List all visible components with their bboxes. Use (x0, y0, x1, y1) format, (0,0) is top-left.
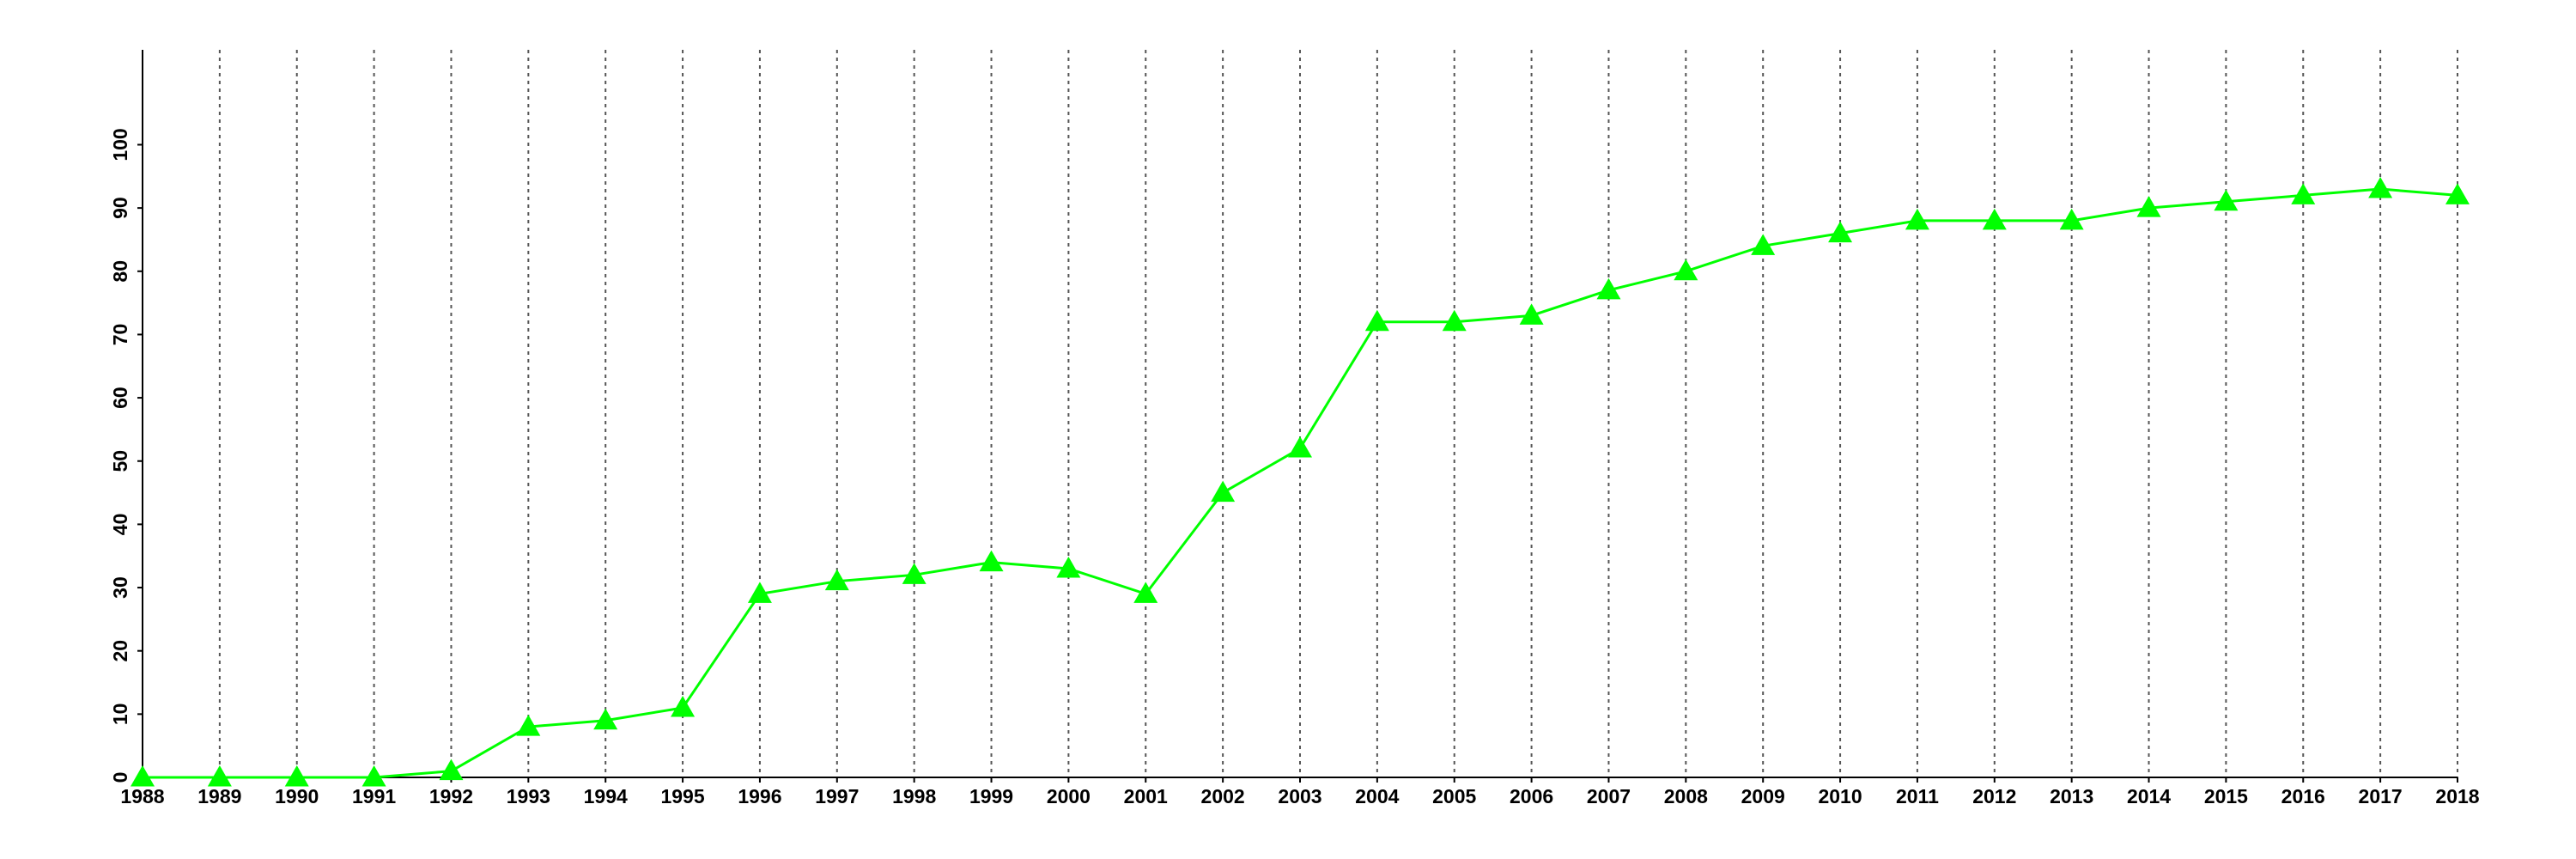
x-tick-label: 2011 (1896, 785, 1939, 807)
x-tick-label: 1993 (507, 785, 550, 807)
marker (747, 582, 772, 603)
marker (593, 708, 618, 730)
x-tick-label: 2010 (1818, 785, 1862, 807)
x-tick-label: 2005 (1432, 785, 1476, 807)
marker (516, 715, 541, 736)
x-tick-label: 2003 (1278, 785, 1321, 807)
x-tick-label: 1995 (660, 785, 704, 807)
marker (979, 550, 1004, 572)
x-tick-label: 2007 (1587, 785, 1631, 807)
y-tick-label: 60 (109, 387, 131, 409)
marker (207, 765, 232, 787)
x-tick-label: 2014 (2127, 785, 2171, 807)
x-tick-label: 1994 (584, 785, 628, 807)
marker (439, 758, 464, 781)
x-tick-label: 2009 (1741, 785, 1785, 807)
x-tick-label: 2008 (1664, 785, 1708, 807)
marker (2136, 196, 2161, 217)
x-tick-label: 1999 (969, 785, 1013, 807)
marker (1211, 480, 1236, 503)
x-tick-label: 1990 (275, 785, 319, 807)
marker (2214, 189, 2239, 211)
marker (1442, 309, 1467, 332)
x-tick-label: 2018 (2435, 785, 2479, 807)
x-tick-label: 2016 (2281, 785, 2325, 807)
marker (1133, 582, 1158, 603)
marker (1982, 208, 2007, 230)
marker (2445, 183, 2470, 204)
marker (1056, 556, 1081, 578)
marker (824, 569, 849, 591)
x-tick-label: 2002 (1201, 785, 1245, 807)
y-tick-label: 70 (109, 324, 131, 346)
x-tick-label: 2006 (1510, 785, 1553, 807)
marker (131, 765, 155, 787)
x-tick-label: 1996 (738, 785, 781, 807)
marker (2291, 183, 2316, 204)
x-tick-label: 1997 (815, 785, 859, 807)
marker (2059, 208, 2084, 230)
marker (1751, 234, 1776, 255)
y-tick-label: 10 (109, 704, 131, 726)
y-tick-label: 0 (109, 772, 131, 783)
x-tick-label: 2015 (2204, 785, 2248, 807)
marker (1364, 309, 1389, 332)
marker (1905, 208, 1929, 230)
x-tick-label: 2012 (1972, 785, 2016, 807)
marker (671, 695, 696, 717)
y-tick-label: 80 (109, 260, 131, 283)
x-tick-label: 2001 (1124, 785, 1168, 807)
x-tick-label: 1998 (892, 785, 936, 807)
y-tick-label: 50 (109, 450, 131, 472)
y-tick-label: 20 (109, 640, 131, 662)
marker (1596, 277, 1621, 300)
y-tick-label: 30 (109, 576, 131, 599)
x-tick-label: 2017 (2359, 785, 2403, 807)
x-tick-label: 1991 (352, 785, 396, 807)
x-tick-label: 2004 (1355, 785, 1399, 807)
marker (2368, 177, 2393, 198)
y-tick-label: 40 (109, 514, 131, 536)
x-tick-label: 1989 (197, 785, 241, 807)
marker (902, 563, 927, 584)
x-tick-label: 1988 (120, 785, 164, 807)
marker (1519, 303, 1544, 325)
marker (1828, 221, 1853, 243)
y-tick-label: 90 (109, 197, 131, 219)
x-tick-label: 2000 (1047, 785, 1091, 807)
y-tick-label: 100 (109, 128, 131, 161)
marker (284, 765, 309, 787)
marker (1288, 436, 1312, 458)
marker (361, 765, 386, 787)
x-tick-label: 2013 (2050, 785, 2093, 807)
x-tick-label: 1992 (429, 785, 473, 807)
marker (1674, 259, 1698, 281)
